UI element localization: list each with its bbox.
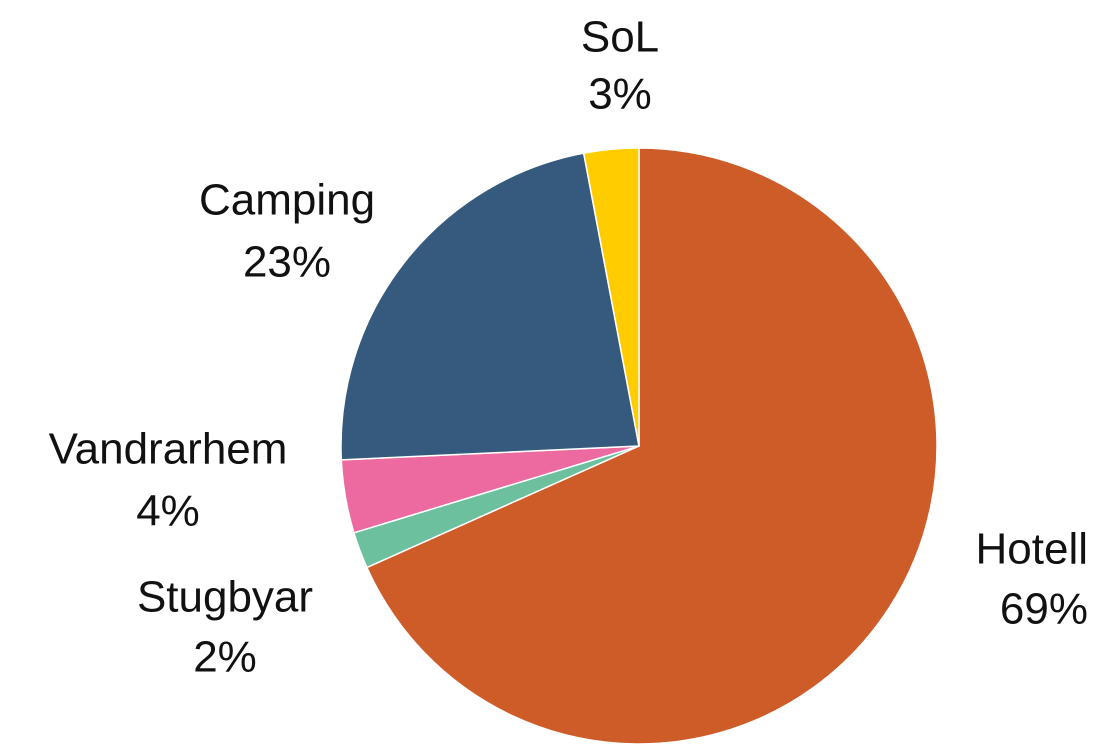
slice-value-label: 69%	[1000, 585, 1088, 634]
slice-label: Hotell	[976, 525, 1089, 574]
slice-value-label: 23%	[243, 238, 331, 287]
slice-label: Camping	[199, 176, 375, 225]
slice-label: SoL	[581, 13, 659, 62]
pie-slice	[582, 147, 640, 447]
slice-value-label: 2%	[193, 633, 257, 682]
slice-label: Vandrarhem	[49, 425, 288, 474]
pie-slice	[340, 152, 640, 461]
pie-slice	[365, 147, 938, 744]
slice-label: Stugbyar	[137, 573, 313, 622]
slice-value-label: 4%	[136, 487, 200, 536]
slice-value-label: 3%	[588, 70, 652, 119]
